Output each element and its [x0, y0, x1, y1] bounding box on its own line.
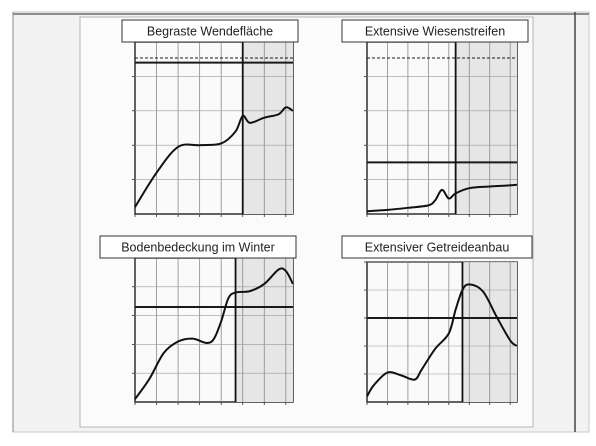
chart-panel: Extensiver Getreideanbau [341, 235, 533, 405]
shaded-region [242, 42, 293, 214]
series-line [134, 267, 294, 400]
shaded-region [455, 42, 517, 214]
panel-title-box [341, 19, 529, 43]
series-line [134, 106, 294, 208]
panel-title: Extensive Wiesenstreifen [365, 25, 505, 39]
chart-panel: Begraste Wendefläche [121, 19, 299, 217]
chart-panel: Extensive Wiesenstreifen [341, 19, 529, 217]
chart-panel: Bodenbedeckung im Winter [99, 235, 297, 405]
panel-title: Extensiver Getreideanbau [365, 241, 510, 255]
panel-title-box [99, 235, 297, 259]
chart-panels: Begraste Wendefläche Extensive Wiesenstre… [99, 19, 533, 405]
series-line [366, 183, 518, 213]
panel-title-box [121, 19, 299, 43]
panel-title: Begraste Wendefläche [147, 25, 273, 39]
series-line [366, 283, 518, 397]
panel-title-box [341, 235, 533, 259]
panel-title: Bodenbedeckung im Winter [121, 241, 275, 255]
